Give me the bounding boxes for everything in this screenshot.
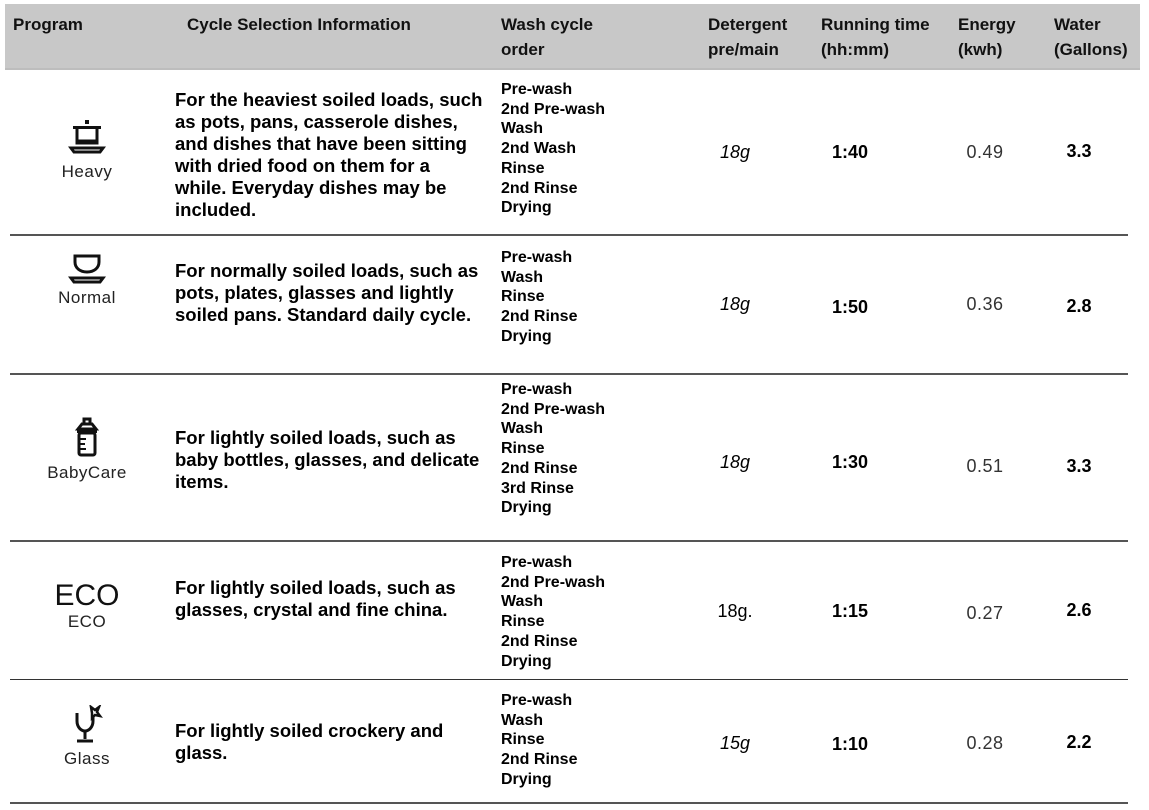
step: Rinse <box>501 288 545 306</box>
step: Wash <box>501 420 544 438</box>
step: 2nd Pre-wash <box>501 573 606 591</box>
running-time: 1:15 <box>831 601 869 621</box>
detergent: 18g <box>719 294 751 314</box>
program-cell: Normal <box>20 250 154 308</box>
running-time: 1:10 <box>831 734 869 754</box>
step: Drying <box>501 199 552 217</box>
header-program: Program <box>13 15 83 34</box>
energy: 0.36 <box>966 294 1004 314</box>
water: 2.2 <box>1066 732 1092 752</box>
detergent: 18g <box>719 452 751 472</box>
step: 2nd Rinse <box>501 459 578 477</box>
step: Pre-wash <box>501 381 573 398</box>
program-name: BabyCare <box>47 463 127 482</box>
table-row: Heavy For the heaviest soiled loads, suc… <box>0 68 1149 236</box>
running-time: 1:50 <box>831 297 869 317</box>
header-detergent: Detergent pre/main <box>708 15 788 59</box>
wash-steps: Pre-wash Wash Rinse 2nd Rinse Drying <box>501 248 577 347</box>
step: 2nd Pre-wash <box>501 400 606 418</box>
cycle-info: For lightly soiled loads, such as glasse… <box>175 577 456 620</box>
water: 3.3 <box>1066 141 1092 161</box>
wash-steps: Pre-wash 2nd Pre-wash Wash 2nd Wash Rinse 2nd… <box>501 80 605 218</box>
step: 2nd Rinse <box>501 632 578 650</box>
bowl-icon <box>68 254 106 284</box>
eco-icon: ECO <box>54 579 120 612</box>
step: 2nd Pre-wash <box>501 100 606 118</box>
cycle-info: For the heaviest soiled loads, such as p… <box>175 89 483 220</box>
step: Rinse <box>501 440 545 458</box>
header-info: Cycle Selection Information <box>187 15 411 34</box>
program-name: Glass <box>64 749 110 768</box>
header-time: Running time (hh:mm) <box>821 15 930 59</box>
step: Wash <box>501 711 544 729</box>
header-wash: Wash cycle order <box>501 15 593 59</box>
step: Pre-wash <box>501 554 573 571</box>
step: Drying <box>501 770 552 788</box>
wash-steps: Pre-wash 2nd Pre-wash Wash Rinse 2nd Rinse Dr… <box>501 553 605 671</box>
table-row: BabyCare For lightly soiled loads, such … <box>0 375 1149 541</box>
wash-steps: Pre-wash Wash Rinse 2nd Rinse Drying <box>501 691 577 790</box>
header-water: Water (Gallons) <box>1054 15 1128 59</box>
step: Wash <box>501 593 544 611</box>
running-time: 1:40 <box>831 142 869 162</box>
running-time: 1:30 <box>831 452 869 472</box>
program-name: ECO <box>67 612 107 631</box>
header-energy: Energy (kwh) <box>958 15 1016 59</box>
cycle-info: For lightly soiled crockery and glass. <box>175 720 444 763</box>
wash-steps: Pre-wash 2nd Pre-wash Wash Rinse 2nd Rinse 3r… <box>501 380 605 518</box>
table-row: Normal For normally soiled loads, such a… <box>0 236 1149 374</box>
step: 2nd Wash <box>501 140 576 158</box>
step: Pre-wash <box>501 249 573 266</box>
program-cell: ECO ECO <box>20 580 154 632</box>
program-name: Normal <box>58 288 116 307</box>
step: Wash <box>501 120 544 138</box>
energy: 0.27 <box>966 603 1004 623</box>
step: Drying <box>501 499 552 517</box>
table-row: Glass For lightly soiled crockery and gl… <box>0 681 1149 803</box>
program-cell: BabyCare <box>20 415 154 483</box>
row-divider <box>10 540 1128 542</box>
step: Rinse <box>501 613 545 631</box>
step: 2nd Rinse <box>501 308 578 326</box>
row-divider <box>10 373 1128 375</box>
step: 3rd Rinse <box>501 479 574 497</box>
cycle-info: For lightly soiled loads, such as baby b… <box>175 427 480 492</box>
pot-icon <box>68 120 106 154</box>
baby-bottle-icon <box>74 417 100 457</box>
table-header <box>5 4 1140 70</box>
energy: 0.51 <box>966 456 1004 476</box>
cycle-info: For normally soiled loads, such as pots,… <box>175 260 479 325</box>
step: Drying <box>501 327 552 345</box>
step: Pre-wash <box>501 81 573 98</box>
detergent: 15g <box>719 733 751 753</box>
step: Drying <box>501 652 552 670</box>
program-cell: Glass <box>20 705 154 769</box>
energy: 0.49 <box>966 142 1004 162</box>
energy: 0.28 <box>966 733 1004 753</box>
program-cell: Heavy <box>20 118 154 182</box>
table-row: ECO ECO For lightly soiled loads, such a… <box>0 542 1149 680</box>
step: Wash <box>501 268 544 286</box>
step: Rinse <box>501 159 545 177</box>
row-divider <box>10 679 1128 680</box>
detergent: 18g. <box>717 601 753 621</box>
detergent: 18g <box>719 142 751 162</box>
water: 2.6 <box>1066 600 1092 620</box>
step: Pre-wash <box>501 692 573 709</box>
water: 3.3 <box>1066 456 1092 476</box>
glass-icon <box>75 705 103 743</box>
step: 2nd Rinse <box>501 179 578 197</box>
row-divider <box>10 234 1128 236</box>
program-name: Heavy <box>61 162 113 181</box>
row-divider <box>10 802 1128 804</box>
step: Rinse <box>501 731 545 749</box>
water: 2.8 <box>1066 296 1092 316</box>
step: 2nd Rinse <box>501 751 578 769</box>
